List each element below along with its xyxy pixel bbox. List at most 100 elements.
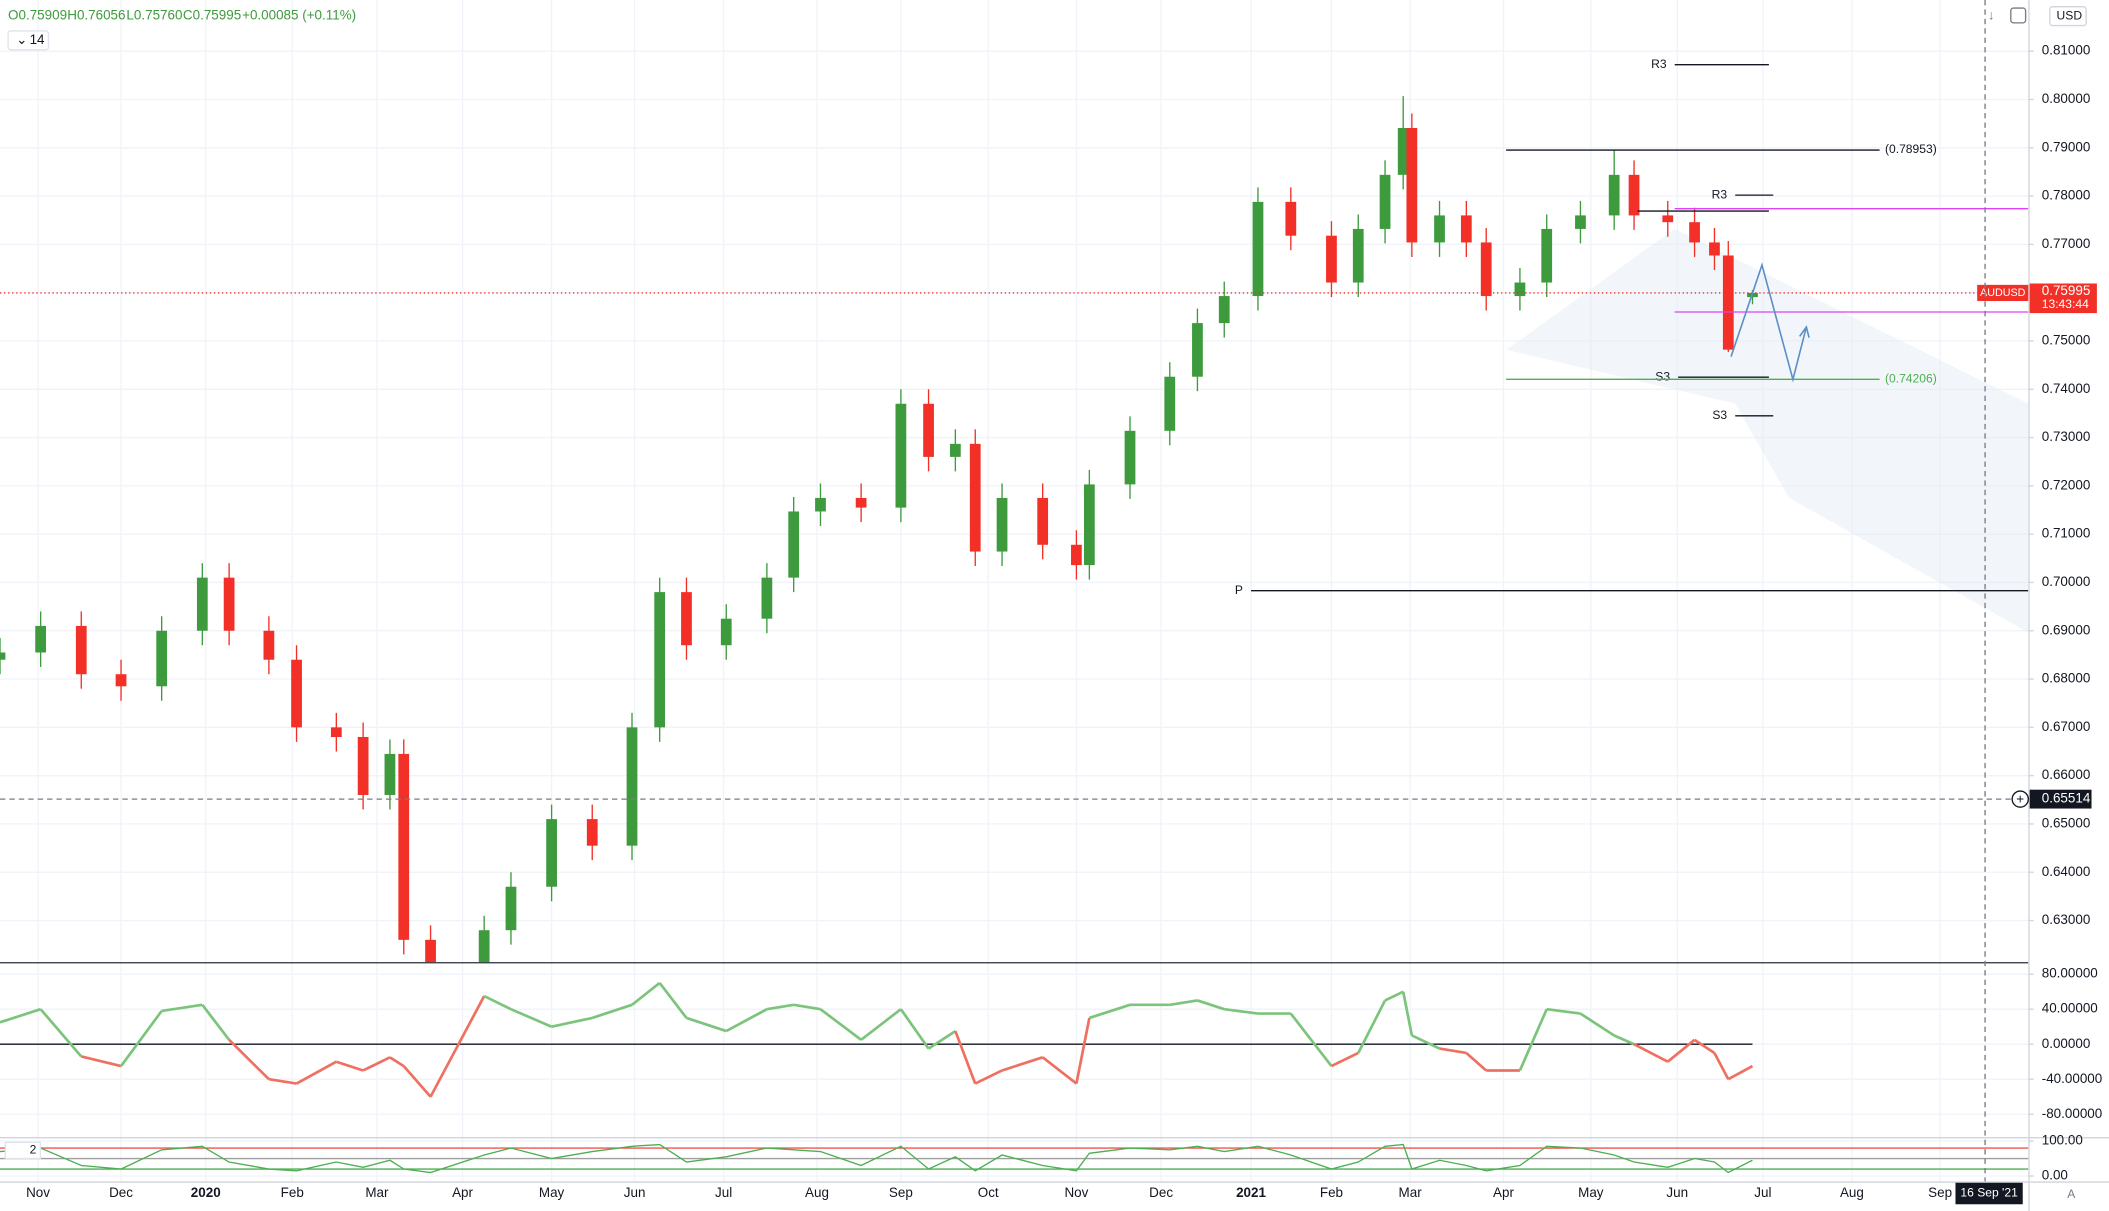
oscillator-segment bbox=[1289, 1012, 1333, 1067]
candle-body bbox=[291, 659, 302, 728]
candle-body bbox=[1071, 544, 1082, 566]
candle-body bbox=[196, 577, 208, 631]
scroll-icon[interactable]: ↓ bbox=[1988, 8, 1995, 23]
x-tick-label: Dec bbox=[1149, 1185, 1173, 1200]
y-tick-label: 0.81000 bbox=[2042, 43, 2091, 58]
indicator-panes: 2 bbox=[0, 981, 2029, 1174]
oscillator-segment bbox=[1357, 999, 1387, 1054]
y-tick-label: 0.66000 bbox=[2042, 767, 2091, 782]
oscillator-segment bbox=[1197, 999, 1225, 1011]
oscillator-segment bbox=[335, 1060, 364, 1072]
oscillator-segment bbox=[1330, 1051, 1359, 1068]
candle-body bbox=[1192, 323, 1203, 377]
candle-body bbox=[1434, 215, 1445, 243]
y-tick-label: 0.78000 bbox=[2042, 188, 2091, 203]
oscillator-segment bbox=[1411, 1034, 1441, 1050]
oscillator-segment bbox=[591, 1003, 633, 1020]
crosshair-add-button[interactable] bbox=[2011, 790, 2029, 808]
y-tick-label: 0.73000 bbox=[2042, 429, 2091, 444]
oscillator-segment bbox=[1633, 1043, 1669, 1063]
candle-body bbox=[1480, 242, 1492, 297]
candle-body bbox=[1722, 255, 1734, 350]
crosshair-time-box bbox=[1955, 1182, 2023, 1205]
y-tick-label: 0.00000 bbox=[2042, 1036, 2091, 1051]
candle-body bbox=[761, 577, 773, 619]
oscillator-segment bbox=[201, 1004, 231, 1041]
y-tick-label: -40.00000 bbox=[2042, 1071, 2103, 1086]
candle-body bbox=[478, 930, 490, 963]
oscillator-segment bbox=[1546, 1007, 1581, 1015]
pivot-label: S3 bbox=[1655, 369, 1670, 383]
candle-body bbox=[788, 511, 800, 578]
candle-body bbox=[895, 403, 907, 508]
oscillator-segment bbox=[927, 1029, 957, 1050]
candle-body bbox=[654, 592, 666, 728]
candle-body bbox=[1124, 430, 1136, 485]
price-tag bbox=[2029, 283, 2097, 314]
auto-box[interactable] bbox=[2064, 1185, 2081, 1203]
x-tick-label: Jun bbox=[1666, 1185, 1688, 1200]
candle-body bbox=[1352, 228, 1364, 283]
candle-body bbox=[1397, 127, 1409, 175]
oscillator-segment bbox=[429, 995, 486, 1098]
y-tick-label: 0.68000 bbox=[2042, 671, 2091, 686]
oscillator-segment bbox=[899, 1008, 930, 1050]
x-tick-label: 2020 bbox=[191, 1185, 221, 1200]
oscillator-segment bbox=[725, 1008, 768, 1033]
candle-body bbox=[156, 630, 168, 687]
legend-header: O0.75909 H0.76056 L0.75760 C0.75995 +0.0… bbox=[7, 8, 356, 51]
oscillator-segment bbox=[1713, 1052, 1730, 1080]
fullscreen-icon[interactable] bbox=[2010, 7, 2027, 24]
oscillator-segment bbox=[551, 1016, 593, 1029]
candle-body bbox=[626, 727, 638, 846]
oscillator-segment bbox=[793, 1003, 821, 1011]
oscillator-segment bbox=[631, 981, 661, 1006]
oscillator-segment bbox=[1465, 1051, 1488, 1072]
candle-body bbox=[1628, 174, 1640, 216]
candle-body bbox=[505, 886, 517, 931]
x-tick-label: 2021 bbox=[1236, 1185, 1266, 1200]
candle-body bbox=[1083, 484, 1095, 566]
oscillator-segment bbox=[1439, 1047, 1467, 1055]
crosshair-plus: + bbox=[2016, 791, 2024, 806]
x-tick-label: Sep bbox=[1928, 1185, 1952, 1200]
oscillator-segment bbox=[1666, 1038, 1696, 1063]
currency-box[interactable] bbox=[2049, 6, 2087, 27]
ohlc-low: L0.75760 bbox=[126, 8, 182, 23]
oscillator-segment bbox=[268, 1077, 297, 1085]
y-tick-label: 0.74000 bbox=[2042, 381, 2091, 396]
candle-body bbox=[1037, 497, 1049, 545]
oscillator-segment bbox=[295, 1060, 337, 1085]
y-tick-label: 0.63000 bbox=[2042, 912, 2091, 927]
candle-body bbox=[263, 630, 275, 660]
oscillator-segment bbox=[974, 1069, 1003, 1085]
candle-body bbox=[1608, 174, 1620, 216]
oscillator-segment bbox=[228, 1038, 270, 1081]
auto-scale: A bbox=[2067, 1187, 2076, 1201]
indicator-label-box[interactable] bbox=[4, 1141, 42, 1160]
interval-box[interactable] bbox=[7, 30, 50, 51]
candle-body bbox=[0, 652, 6, 660]
indicator-label: 2 bbox=[30, 1143, 37, 1157]
oscillator-segment bbox=[80, 1055, 122, 1068]
candle-body bbox=[1164, 376, 1176, 431]
candle-body bbox=[1709, 242, 1720, 256]
oscillator-segment bbox=[1727, 1064, 1754, 1081]
y-tick-label: 100.00 bbox=[2042, 1133, 2083, 1148]
x-tick-label: Dec bbox=[109, 1185, 133, 1200]
candle-body bbox=[1689, 222, 1700, 243]
candle-body bbox=[75, 625, 87, 675]
pivot-label: P bbox=[1235, 583, 1243, 597]
y-tick-label: 0.00 bbox=[2042, 1168, 2068, 1183]
x-tick-label: May bbox=[1578, 1185, 1604, 1200]
x-tick-label: Apr bbox=[1493, 1185, 1514, 1200]
oscillator-segment bbox=[510, 1007, 553, 1028]
candle-body bbox=[1406, 127, 1418, 243]
candle-body bbox=[384, 753, 396, 795]
oscillator-segment bbox=[819, 1008, 862, 1041]
oscillator-segment bbox=[1384, 990, 1404, 1002]
candle-body bbox=[969, 443, 981, 552]
y-tick-label: 0.69000 bbox=[2042, 622, 2091, 637]
